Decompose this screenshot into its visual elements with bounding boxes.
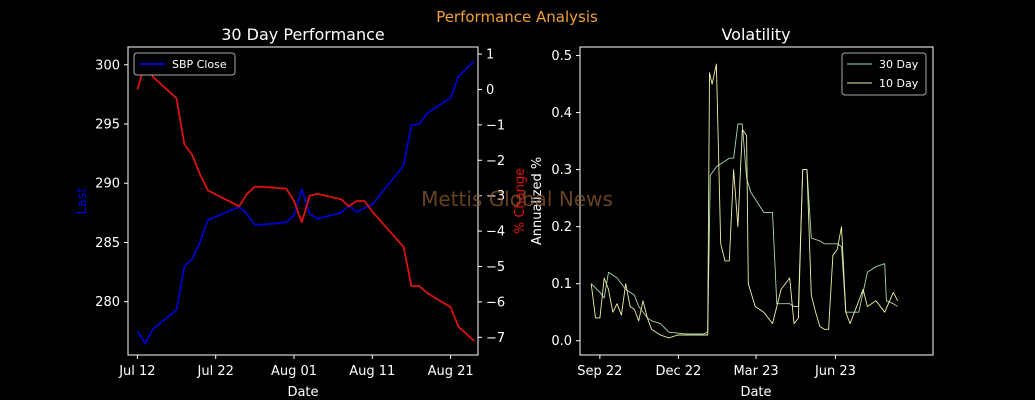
performance-y-right-tick-label: 0	[486, 83, 494, 98]
volatility-x-tick-label: Sep 22	[577, 364, 622, 379]
volatility-series	[590, 63, 899, 339]
volatility-y-tick-label: 0.2	[551, 220, 572, 235]
performance-y-tick-label: 280	[95, 295, 120, 310]
legend-label-30-day: 30 Day	[879, 58, 919, 71]
legend-label-sbp-close: SBP Close	[172, 58, 227, 71]
performance-y-right-tick-label: −6	[486, 295, 505, 310]
performance-y-right-tick-label: −3	[486, 189, 505, 204]
performance-y-right-axis-label: % Change	[513, 168, 528, 234]
performance-legend: SBP Close	[133, 52, 236, 76]
volatility-x-ticks: Sep 22 Dec 22 Mar 23 Jun 23	[577, 355, 856, 379]
series-line-sbp-close	[136, 60, 475, 345]
volatility-chart: Volatility Sep 22 Dec 22 Mar 23 Jun 23 0.00…	[530, 25, 934, 400]
series-line-change	[136, 62, 475, 342]
series-line-10-day	[590, 63, 899, 339]
performance-y-tick-label: 285	[95, 236, 120, 251]
performance-y-tick-label: 290	[95, 177, 120, 192]
performance-y-right-tick-label: −5	[486, 260, 505, 275]
series-line-30-day	[590, 123, 898, 335]
performance-y-right-tick-label: −1	[486, 118, 505, 133]
volatility-x-tick-label: Mar 23	[733, 364, 778, 379]
performance-y-ticks: 280 285 290 295 300	[95, 58, 128, 310]
volatility-x-tick-label: Jun 23	[814, 364, 856, 379]
volatility-y-tick-label: 0.0	[551, 334, 572, 349]
performance-y-right-tick-label: 1	[486, 48, 494, 63]
performance-y-tick-label: 300	[95, 58, 120, 73]
volatility-y-ticks: 0.0 0.1 0.2 0.3 0.4 0.5	[551, 49, 580, 349]
watermark: Mettis Global News	[421, 187, 613, 211]
volatility-legend: 30 Day 10 Day	[841, 52, 927, 96]
volatility-x-axis-label: Date	[740, 385, 771, 400]
performance-series	[136, 60, 475, 345]
volatility-y-tick-label: 0.1	[551, 277, 572, 292]
performance-y-right-tick-label: −2	[486, 154, 505, 169]
performance-y-right-tick-label: −7	[486, 331, 505, 346]
volatility-y-tick-label: 0.5	[551, 49, 572, 64]
performance-x-tick-label: Aug 21	[428, 364, 474, 379]
performance-x-tick-label: Aug 01	[271, 364, 317, 379]
performance-chart: 30 Day Performance Jul 12 Jul 22 Aug 01 Aug…	[75, 25, 528, 400]
performance-x-tick-label: Jul 12	[118, 364, 155, 379]
performance-plot-area	[127, 46, 479, 356]
volatility-y-tick-label: 0.4	[551, 106, 572, 121]
performance-x-tick-label: Jul 22	[197, 364, 234, 379]
volatility-x-tick-label: Dec 22	[655, 364, 701, 379]
performance-y-right-ticks: −7 −6 −5 −4 −3 −2 −1 0 1	[478, 48, 505, 346]
performance-x-tick-label: Aug 11	[349, 364, 395, 379]
volatility-chart-title: Volatility	[721, 25, 790, 44]
performance-chart-title: 30 Day Performance	[221, 25, 385, 44]
legend-label-10-day: 10 Day	[879, 77, 919, 90]
performance-y-right-tick-label: −4	[486, 225, 505, 240]
volatility-y-axis-label: Annualized %	[530, 157, 545, 245]
performance-x-axis-label: Date	[287, 385, 318, 400]
performance-legend-box	[133, 52, 236, 76]
figure-suptitle: Performance Analysis	[436, 8, 598, 26]
performance-y-axis-label: Last	[75, 187, 90, 214]
performance-y-tick-label: 295	[95, 118, 120, 133]
performance-x-ticks: Jul 12 Jul 22 Aug 01 Aug 11 Aug 21	[118, 355, 474, 379]
volatility-y-tick-label: 0.3	[551, 163, 572, 178]
